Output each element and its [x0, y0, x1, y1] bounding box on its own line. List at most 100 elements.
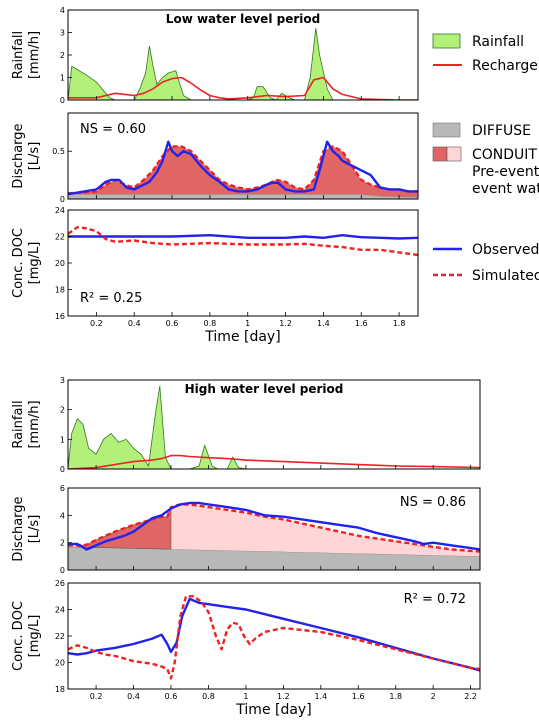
y-tick-label: 0 — [60, 465, 65, 474]
y-axis-label-line1: Conc. DOC — [11, 228, 26, 298]
chart-panel-low-rainfall: 0 1 2 3 4 Rainfall [mm/h] Low water level perio… — [11, 6, 419, 105]
y-axis-label-line2: [mm/h] — [27, 31, 42, 79]
x-tick-label: 1.8 — [393, 319, 406, 328]
y-axis-label: Discharge [L/s] — [11, 123, 42, 188]
legend-diffuse-swatch — [432, 122, 461, 138]
x-axis-label: Time [day] — [204, 329, 280, 345]
x-tick-label: 0.8 — [204, 319, 217, 328]
y-tick-label: 2 — [60, 51, 65, 60]
y-tick-label: 2 — [60, 406, 65, 415]
fit-statistic: R² = 0.25 — [80, 291, 142, 306]
x-tick-label: 0.2 — [90, 319, 103, 328]
simulated-line — [68, 503, 480, 553]
y-tick-label: 18 — [55, 685, 65, 694]
y-axis-label-line2: [mm/h] — [27, 400, 42, 448]
recharge-line — [68, 454, 480, 469]
simulated-line — [68, 595, 480, 680]
y-tick-label: 18 — [55, 286, 65, 295]
y-tick-label: 3 — [60, 376, 65, 385]
fit-statistic: NS = 0.86 — [400, 495, 466, 510]
chart-panel-low-doc: 16 18 20 22 24 0.2 0.4 0.6 0.8 1 1.2 1.4 1.6 1.8 Conc.… — [11, 206, 419, 345]
x-tick-label: 1.6 — [355, 319, 368, 328]
recharge-line — [68, 76, 418, 100]
x-tick-label: 1 — [243, 692, 248, 701]
legend: Rainfall Recharge DIFFUSE CONDUITPre-evente… — [432, 33, 539, 284]
y-axis-label: Rainfall [mm/h] — [11, 400, 42, 448]
conduit-area — [68, 146, 418, 198]
chart-panel-high-rainfall: 0 1 2 3 Rainfall [mm/h] High water level perio… — [11, 376, 481, 474]
legend-rainfall-swatch — [432, 33, 461, 49]
legend-observed-label: Observed — [472, 242, 539, 258]
y-tick-label: 6 — [60, 484, 65, 493]
legend-event-water-label: event water — [472, 181, 539, 197]
y-tick-label: 24 — [55, 206, 65, 215]
plot-area — [68, 225, 418, 257]
plot-area — [68, 140, 418, 199]
y-tick-label: 1 — [60, 435, 65, 444]
x-tick-label: 0.4 — [127, 692, 140, 701]
legend-conduit-label: CONDUIT — [472, 147, 537, 163]
fit-statistic: R² = 0.72 — [404, 592, 466, 607]
observed-line — [68, 233, 418, 240]
y-axis-label-line2: [L/s] — [27, 142, 42, 171]
y-tick-label: 24 — [55, 606, 65, 615]
y-tick-label: 3 — [60, 29, 65, 38]
legend-rainfall-label: Rainfall — [472, 34, 524, 50]
observed-line — [68, 140, 418, 196]
y-tick-label: 0 — [60, 566, 65, 575]
y-tick-label: 4 — [60, 511, 65, 520]
x-tick-label: 2 — [431, 692, 436, 701]
legend-pre-event-swatch — [446, 146, 462, 162]
x-tick-label: 1.8 — [389, 692, 402, 701]
y-tick-label: 0.5 — [52, 147, 65, 156]
rainfall-area — [68, 385, 480, 469]
axes-frame — [67, 379, 481, 470]
legend-diffuse-label: DIFFUSE — [472, 123, 531, 139]
plot-area — [68, 385, 480, 469]
plot-area — [68, 501, 480, 570]
y-axis-label: Discharge [L/s] — [11, 496, 42, 561]
y-axis-label-line1: Discharge — [11, 496, 26, 561]
legend-simulated-label: Simulated — [472, 268, 539, 284]
diffuse-area — [68, 193, 418, 199]
simulated-line — [68, 145, 418, 195]
x-tick-label: 1.2 — [277, 692, 290, 701]
y-axis-label-line2: [mg/L] — [27, 242, 42, 285]
x-tick-label: 0.4 — [128, 319, 141, 328]
chart-title: Low water level period — [166, 12, 320, 26]
y-axis-label-line2: [L/s] — [27, 515, 42, 544]
x-tick-label: 1.6 — [352, 692, 365, 701]
y-tick-label: 22 — [55, 632, 65, 641]
fit-statistic: NS = 0.60 — [80, 122, 146, 137]
y-tick-label: 20 — [55, 659, 65, 668]
y-tick-label: 2 — [60, 539, 65, 548]
x-tick-label: 0.6 — [166, 319, 179, 328]
y-tick-label: 26 — [55, 579, 65, 588]
chart-panel-low-discharge: 0 0.5 Discharge [L/s] NS = 0.60 — [11, 112, 419, 204]
plot-area — [68, 27, 418, 100]
y-axis-label-line2: [mg/L] — [27, 615, 42, 658]
legend-recharge-label: Recharge — [472, 58, 538, 74]
legend-pre-event-label: Pre-event — [472, 164, 539, 180]
x-tick-label: 0.8 — [202, 692, 215, 701]
x-tick-label: 1.2 — [279, 319, 292, 328]
x-tick-label: 0.6 — [165, 692, 178, 701]
diffuse-area — [68, 546, 480, 570]
y-tick-label: 16 — [55, 312, 65, 321]
observed-line — [68, 501, 480, 551]
y-tick-label: 22 — [55, 233, 65, 242]
x-tick-label: 1 — [245, 319, 250, 328]
y-tick-label: 0 — [60, 195, 65, 204]
y-tick-label: 1 — [60, 74, 65, 83]
y-axis-label-line1: Discharge — [11, 123, 26, 188]
x-axis-label: Time [day] — [235, 702, 311, 718]
y-axis-label: Conc. DOC [mg/L] — [11, 228, 42, 298]
x-tick-label: 2.2 — [464, 692, 477, 701]
y-tick-label: 4 — [60, 6, 65, 15]
y-tick-label: 0 — [60, 96, 65, 105]
x-tick-label: 1.4 — [317, 319, 330, 328]
y-tick-label: 20 — [55, 259, 65, 268]
chart-title: High water level period — [185, 382, 344, 396]
chart-panel-high-discharge: 0 2 4 6 Discharge [L/s] NS = 0.86 — [11, 484, 481, 575]
